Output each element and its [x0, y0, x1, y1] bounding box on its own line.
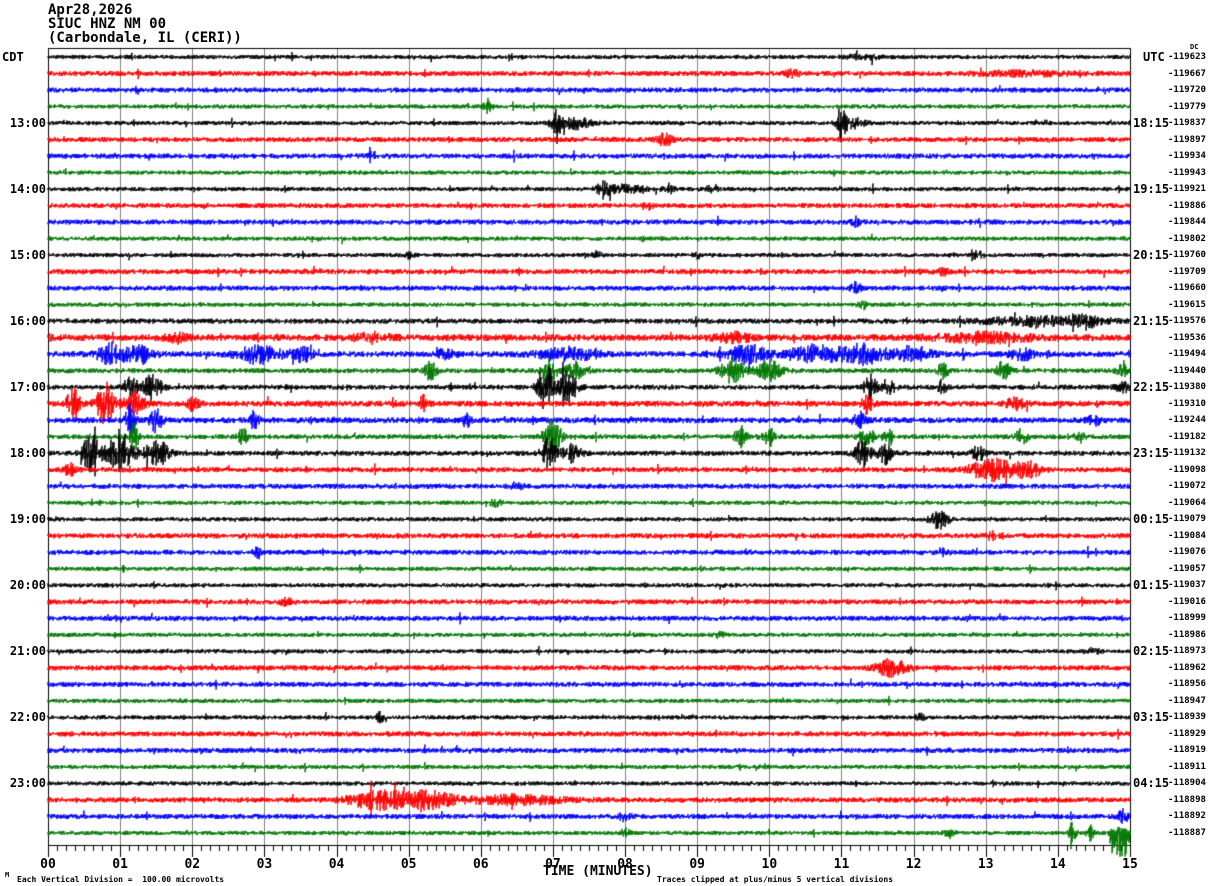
minute-tick-label: 10 [761, 857, 778, 872]
dc-offset-value: -119536 [1168, 332, 1206, 343]
dc-offset-value: -119802 [1168, 233, 1206, 244]
dc-offset-value: -119037 [1168, 580, 1206, 591]
timezone-right-label: UTC [1143, 50, 1165, 64]
dc-offset-value: -119079 [1168, 514, 1206, 525]
dc-offset-value: -118986 [1168, 629, 1206, 640]
dc-offset-value: -119016 [1168, 596, 1206, 607]
minute-tick-label: 08 [617, 857, 633, 872]
plot-date: Apr28,2026 [48, 2, 133, 18]
dc-offset-value: -119182 [1168, 431, 1206, 442]
right-time-label: 19:15 [1133, 182, 1170, 197]
dc-offset-value: -118973 [1168, 646, 1206, 657]
dc-offset-value: -118947 [1168, 695, 1206, 706]
left-time-label: 19:00 [9, 512, 46, 527]
dc-offset-value: -119844 [1168, 217, 1206, 228]
dc-offset-value: -118911 [1168, 761, 1206, 772]
dc-offset-value: -118999 [1168, 613, 1206, 624]
dc-offset-value: -119064 [1168, 497, 1206, 508]
dc-offset-value: -119837 [1168, 118, 1206, 129]
dc-offset-value: -118962 [1168, 662, 1206, 673]
right-time-label: 21:15 [1133, 314, 1170, 329]
dc-offset-value: -119934 [1168, 151, 1206, 162]
dc-offset-value: -119623 [1168, 52, 1206, 62]
dc-offset-value: -119380 [1168, 382, 1206, 393]
right-time-label: 20:15 [1133, 248, 1170, 263]
left-time-label: 15:00 [9, 248, 46, 263]
dc-offset-value: -119760 [1168, 250, 1206, 261]
left-time-label: 16:00 [9, 314, 46, 329]
dc-offset-value: -118939 [1168, 712, 1206, 723]
minute-tick-label: 07 [545, 857, 561, 872]
dc-offset-value: -119921 [1168, 184, 1206, 195]
dc-offset-value: -119076 [1168, 547, 1206, 558]
dc-offset-value: -119709 [1168, 266, 1206, 277]
dc-offset-value: -118919 [1168, 745, 1206, 756]
left-time-label: 21:00 [9, 644, 46, 659]
timezone-left-label: CDT [2, 50, 24, 64]
dc-offset-value: -118956 [1168, 679, 1206, 690]
dc-offset-value: -119943 [1168, 167, 1206, 178]
right-time-label: 18:15 [1133, 116, 1170, 131]
left-time-label: 13:00 [9, 116, 46, 131]
station-location: (Carbondale, IL (CERI)) [48, 30, 242, 46]
right-time-label: 22:15 [1133, 380, 1170, 395]
dc-offset-value: -119244 [1168, 415, 1206, 426]
dc-offset-value: -119886 [1168, 200, 1206, 211]
dc-offset-value: -119084 [1168, 530, 1206, 541]
dc-offset-value: -119897 [1168, 134, 1206, 145]
minute-tick-label: 15 [1122, 857, 1138, 872]
dc-offset-value: -119440 [1168, 365, 1206, 376]
corner-glyph: M [5, 871, 10, 879]
minute-tick-label: 04 [328, 857, 345, 872]
left-time-label: 17:00 [9, 380, 46, 395]
dc-offset-value: -119576 [1168, 316, 1206, 327]
dc-offset-value: -119720 [1168, 85, 1206, 96]
minute-tick-label: 12 [905, 857, 922, 872]
right-time-label: 04:15 [1133, 776, 1170, 791]
dc-offset-value: -119667 [1168, 68, 1206, 79]
dc-column-label: DC [1190, 43, 1199, 51]
minute-tick-label: 01 [112, 857, 128, 872]
minute-tick-label: 05 [400, 857, 417, 872]
right-time-label: 03:15 [1133, 710, 1170, 725]
dc-offset-value: -119615 [1168, 299, 1206, 310]
dc-offset-value: -118898 [1168, 794, 1206, 805]
minute-tick-label: 11 [833, 857, 850, 872]
minute-tick-label: 14 [1050, 857, 1066, 872]
dc-offset-value: -118887 [1168, 827, 1206, 838]
dc-offset-value: -118929 [1168, 728, 1206, 739]
dc-offset-value: -119310 [1168, 398, 1206, 409]
dc-offset-value: -119494 [1168, 349, 1206, 360]
dc-offset-value: -118892 [1168, 811, 1206, 822]
right-time-label: 00:15 [1133, 512, 1170, 527]
left-time-label: 23:00 [9, 776, 46, 791]
minute-tick-label: 02 [184, 857, 201, 872]
dc-offset-value: -119660 [1168, 283, 1206, 294]
dc-offset-value: -119132 [1168, 448, 1206, 459]
right-time-label: 01:15 [1133, 578, 1170, 593]
minute-tick-label: 03 [256, 857, 273, 872]
dc-offset-value: -119779 [1168, 101, 1206, 112]
right-time-label: 23:15 [1133, 446, 1170, 461]
right-time-label: 02:15 [1133, 644, 1170, 659]
minute-tick-label: 13 [977, 857, 994, 872]
minute-tick-label: 06 [472, 857, 489, 872]
minute-tick-label: 09 [689, 857, 706, 872]
left-time-label: 18:00 [9, 446, 46, 461]
clip-note: Traces clipped at plus/minus 5 vertical … [657, 875, 894, 884]
station-code: SIUC HNZ NM 00 [48, 16, 167, 32]
minute-tick-label: 00 [40, 857, 56, 872]
x-axis-title: TIME (MINUTES) [543, 864, 653, 879]
dc-offset-value: -119072 [1168, 481, 1206, 492]
dc-offset-value: -119057 [1168, 563, 1206, 574]
left-time-label: 14:00 [9, 182, 46, 197]
scale-note: Each Vertical Division = 100.00 microvol… [17, 875, 225, 884]
left-time-label: 20:00 [9, 578, 46, 593]
left-time-label: 22:00 [9, 710, 46, 725]
dc-offset-value: -119098 [1168, 464, 1206, 475]
dc-offset-value: -118904 [1168, 778, 1206, 789]
